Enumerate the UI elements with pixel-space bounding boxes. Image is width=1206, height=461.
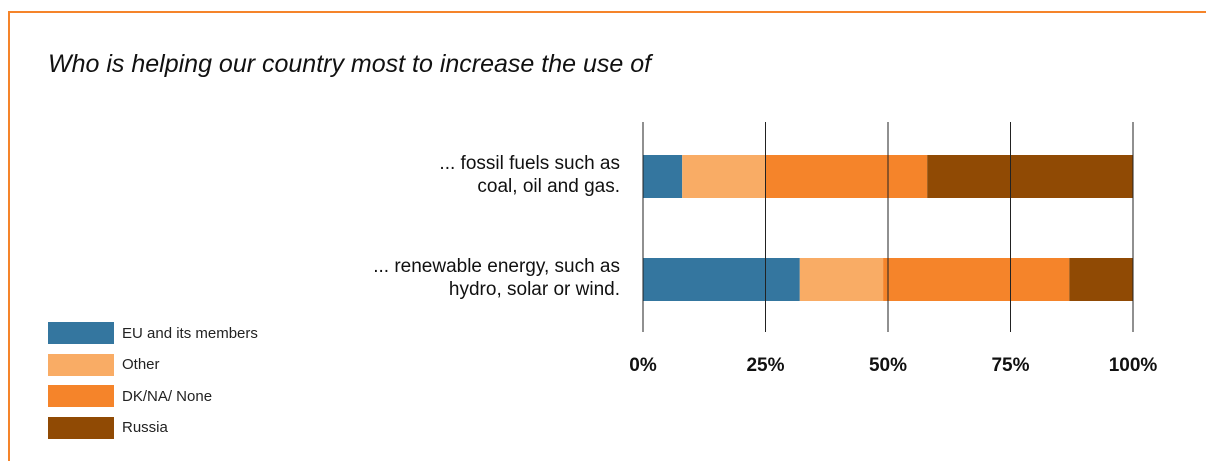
legend-label: Other [122,356,160,373]
category-label-line: hydro, solar or wind. [449,279,620,300]
legend-item: EU and its members [48,322,258,344]
legend-item: Other [48,353,258,376]
legend-label: Russia [122,419,168,436]
category-label-line: coal, oil and gas. [477,176,620,197]
category-label-1: ... fossil fuels such as coal, oil and ga… [439,153,620,197]
legend-label: EU and its members [122,324,258,342]
legend-item: DK/NA/ None [48,385,258,407]
legend-swatch [48,322,114,344]
chart-title: Who is helping our country most to incre… [48,50,652,78]
bar-segment-2-2 [799,258,884,301]
legend-item: Russia [48,416,258,439]
x-tick-label: 75% [991,355,1029,376]
x-tick-label: 25% [746,355,784,376]
bar-segment-1-1 [643,155,683,198]
legend-swatch [48,385,114,407]
bar-segment-1-2 [682,155,766,198]
bar-segment-1-3 [765,155,928,198]
x-tick-label: 100% [1109,355,1158,376]
legend-label: DK/NA/ None [122,387,213,405]
category-label-line: ... renewable energy, such as [373,256,620,277]
bar-segment-1-4 [927,155,1133,198]
category-label-2: ... renewable energy, such as hydro, sola… [373,256,620,300]
legend-swatch [48,353,114,376]
legend: EU and its members Other DK/NA/ None Russia [48,322,258,448]
bar-segment-2-3 [883,258,1070,301]
bar-segment-2-1 [643,258,800,301]
legend-swatch [48,416,114,439]
x-tick-label: 0% [629,355,657,376]
x-tick-label: 50% [869,355,907,376]
category-label-line: ... fossil fuels such as [439,153,620,174]
bar-segment-2-4 [1069,258,1133,301]
chart-frame [8,11,1206,461]
